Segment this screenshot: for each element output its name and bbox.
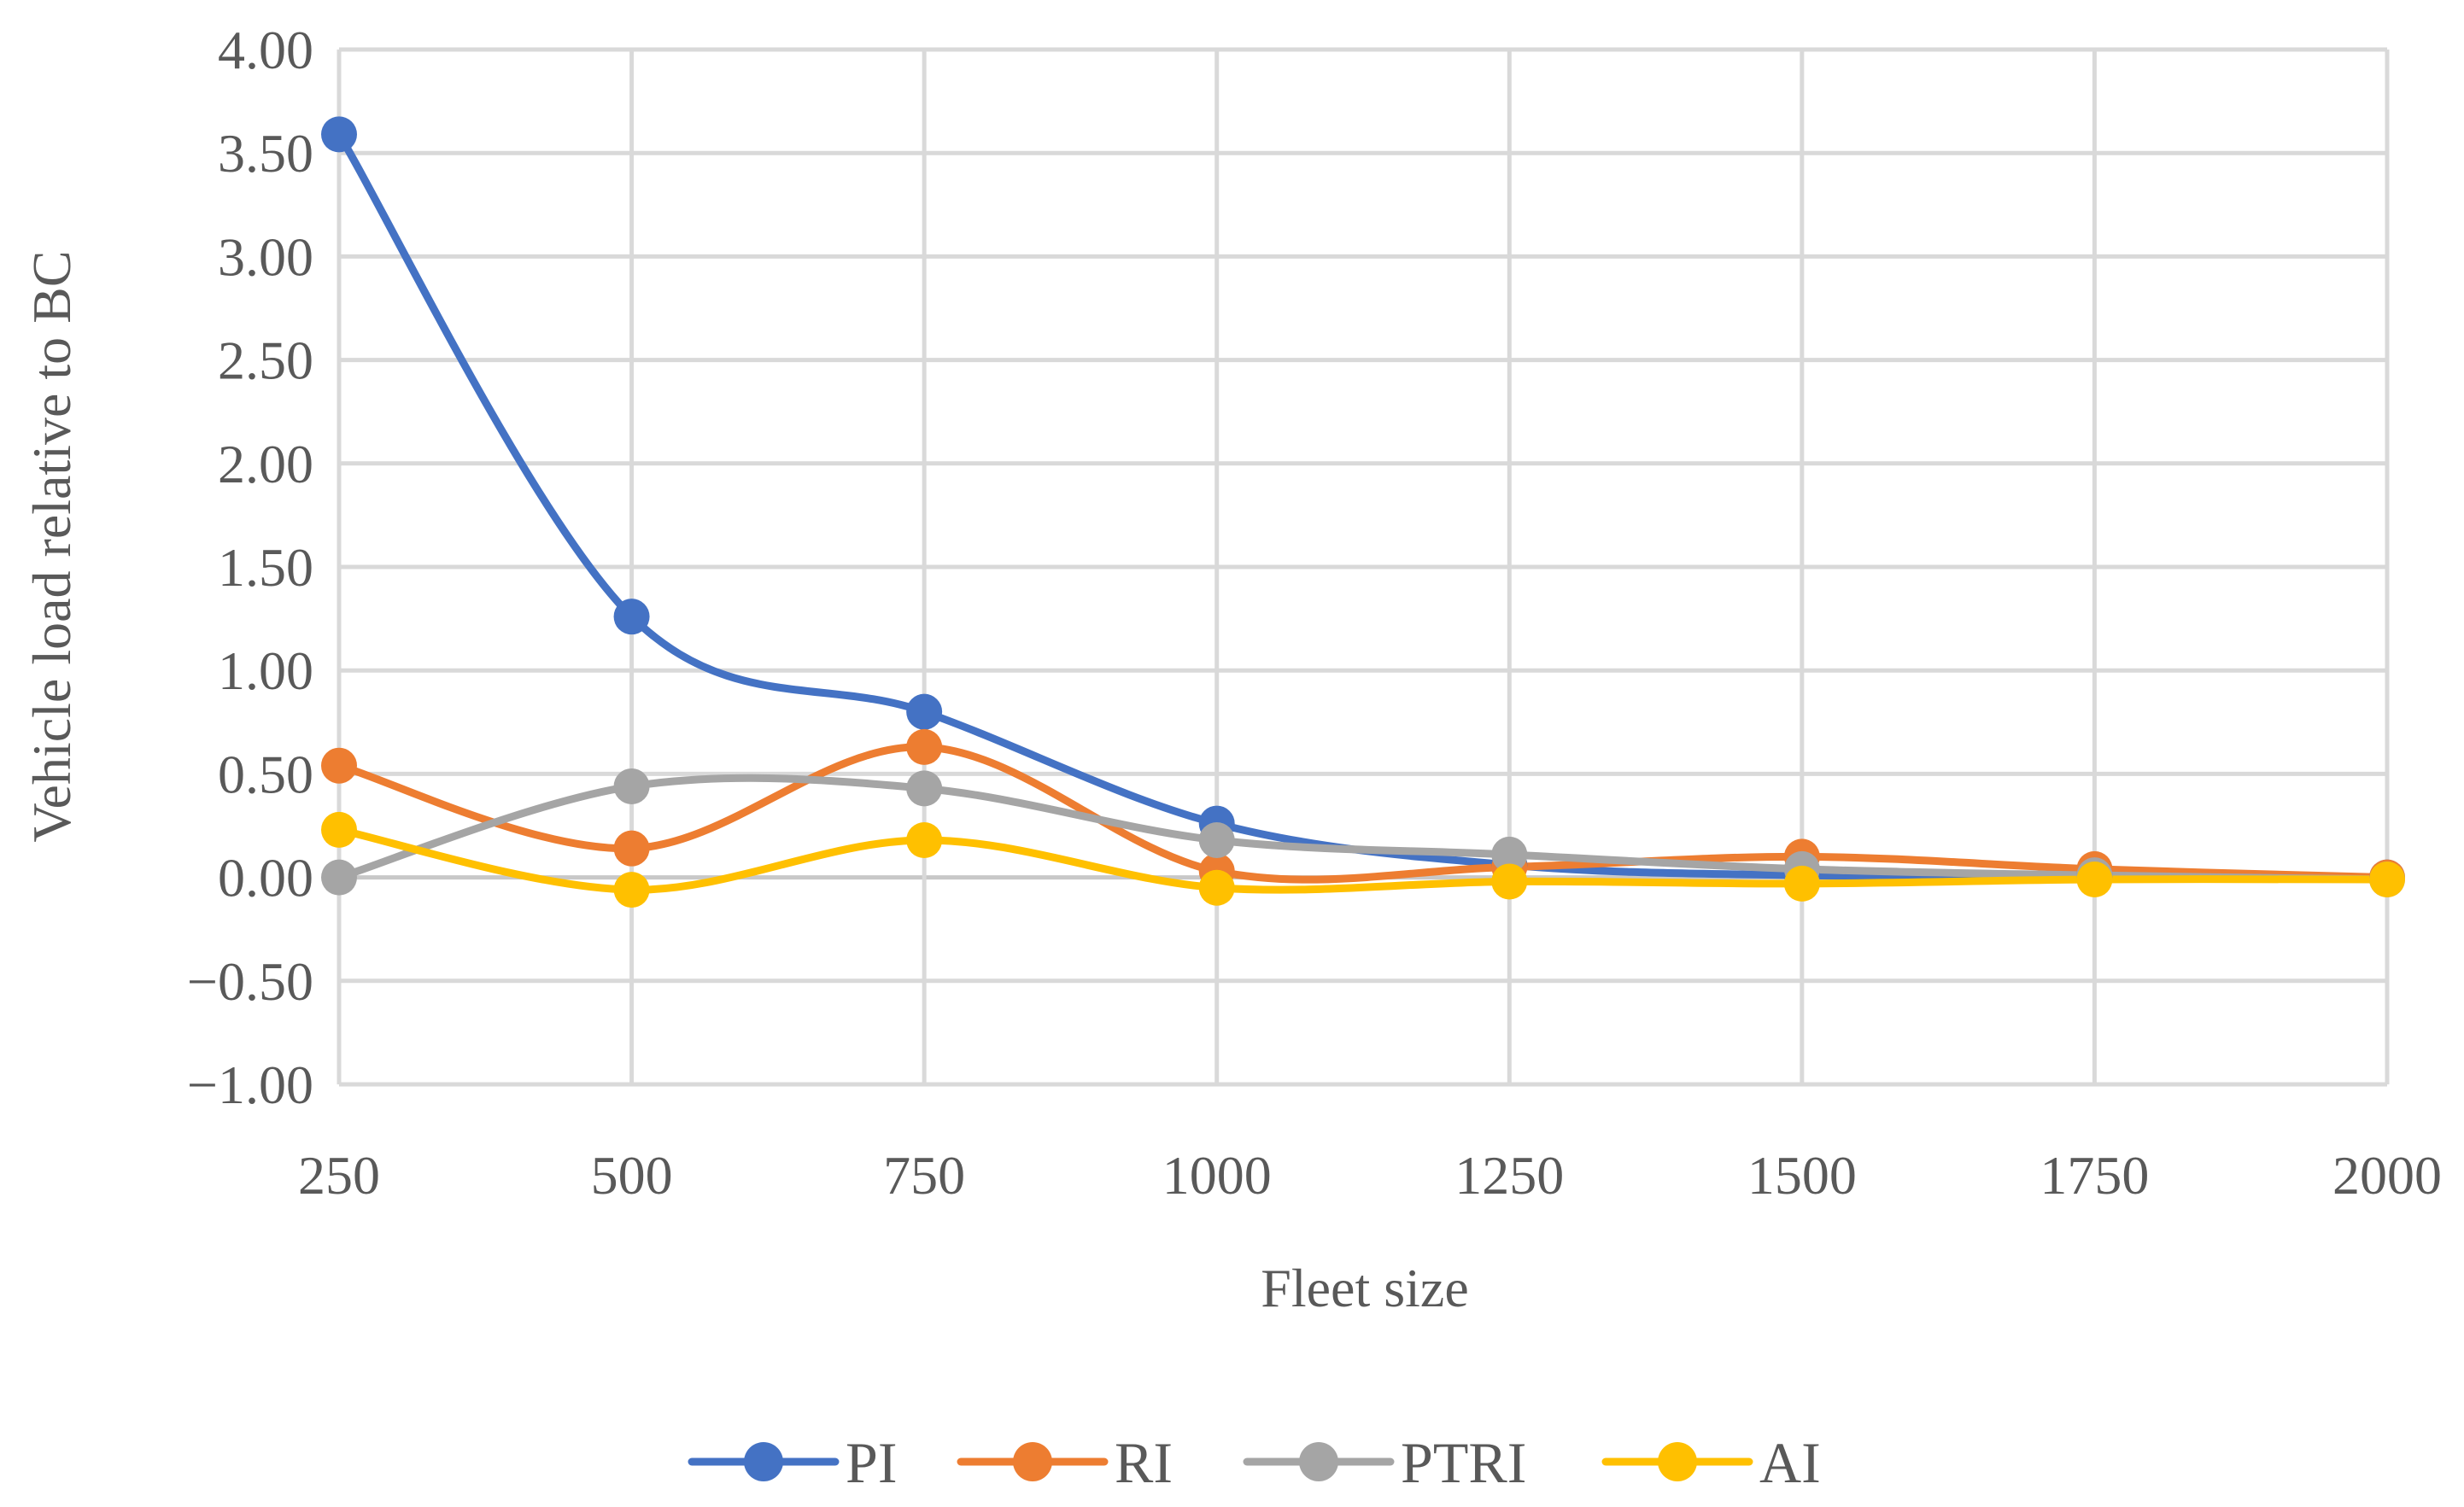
y-tick-label: 1.00 xyxy=(218,640,313,701)
legend-label-ptri: PTRI xyxy=(1401,1430,1526,1495)
data-point-ai xyxy=(906,821,943,858)
series-line-ri xyxy=(335,743,2391,884)
series-line-ai xyxy=(335,826,2391,894)
data-point-ai xyxy=(321,811,357,848)
y-tick-label: 0.00 xyxy=(218,848,313,908)
series-lines xyxy=(335,130,2391,894)
x-tick-label: 1250 xyxy=(1454,1145,1564,1206)
legend-swatch-marker-pi xyxy=(744,1442,783,1481)
data-point-ptri xyxy=(321,859,357,896)
legend-label-ai: AI xyxy=(1759,1430,1821,1495)
x-tick-label: 2000 xyxy=(2332,1145,2442,1206)
series-line-ptri xyxy=(335,774,2391,884)
y-tick-label: 3.00 xyxy=(218,226,313,287)
y-tick-label: 4.00 xyxy=(218,20,313,80)
data-point-ri xyxy=(613,830,650,867)
y-tick-label: −1.00 xyxy=(187,1054,313,1115)
y-tick-label: 0.50 xyxy=(218,744,313,804)
legend-label-pi: PI xyxy=(846,1430,897,1495)
y-tick-label: 1.50 xyxy=(218,537,313,598)
y-tick-label: −0.50 xyxy=(187,951,313,1012)
data-point-ai xyxy=(2076,862,2113,898)
y-tick-label: 2.00 xyxy=(218,434,313,494)
x-tick-label: 250 xyxy=(298,1145,380,1206)
x-tick-label: 1750 xyxy=(2040,1145,2149,1206)
data-point-pi xyxy=(613,599,650,635)
legend-swatch-marker-ri xyxy=(1013,1442,1052,1481)
series-line-pi xyxy=(335,130,2391,882)
legend-swatch-marker-ptri xyxy=(1299,1442,1338,1481)
x-tick-label: 750 xyxy=(883,1145,965,1206)
y-axis-ticks: 4.00 3.50 3.00 2.50 2.00 1.50 1.00 0.50 0.00 −0.5… xyxy=(187,20,313,1115)
data-point-ai xyxy=(2369,862,2405,898)
data-point-ptri xyxy=(613,768,650,804)
legend: PI RI PTRI AI xyxy=(688,1430,1821,1495)
series-markers xyxy=(321,116,2405,908)
y-axis-title: Vehicle load relative to BC xyxy=(21,250,82,842)
data-point-ai xyxy=(613,872,650,908)
data-point-ai xyxy=(1198,869,1235,906)
grid xyxy=(337,47,2390,1087)
data-point-ri xyxy=(906,728,943,765)
data-point-ptri xyxy=(1198,821,1235,858)
data-point-pi xyxy=(321,116,357,153)
x-tick-label: 500 xyxy=(591,1145,673,1206)
data-point-ptri xyxy=(906,770,943,807)
legend-swatch-marker-ai xyxy=(1658,1442,1697,1481)
data-point-pi xyxy=(906,693,943,730)
x-axis-ticks: 250 500 750 1000 1250 1500 1750 2000 xyxy=(298,1145,2442,1206)
x-tick-label: 1000 xyxy=(1162,1145,1272,1206)
data-point-ri xyxy=(321,747,357,784)
x-tick-label: 1500 xyxy=(1747,1145,1857,1206)
y-tick-label: 3.50 xyxy=(218,123,313,184)
data-point-ptri xyxy=(1491,836,1528,873)
x-axis-title: Fleet size xyxy=(1261,1258,1468,1318)
legend-label-ri: RI xyxy=(1115,1430,1173,1495)
y-tick-label: 2.50 xyxy=(218,330,313,391)
data-point-ai xyxy=(1783,865,1820,902)
data-point-ai xyxy=(1491,863,1528,900)
